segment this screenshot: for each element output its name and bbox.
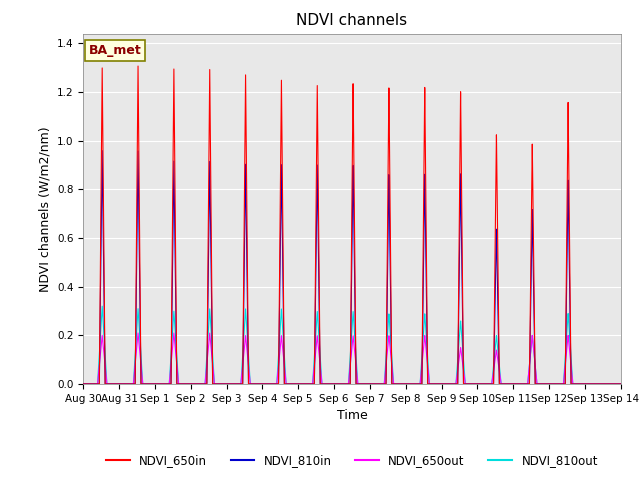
NDVI_810out bbox=[99, 303, 106, 309]
NDVI_810in bbox=[617, 381, 625, 387]
NDVI_650out bbox=[281, 365, 289, 371]
NDVI_650out bbox=[134, 330, 142, 336]
NDVI_650out bbox=[426, 381, 434, 387]
NDVI_810in bbox=[79, 381, 87, 387]
NDVI_810out bbox=[617, 381, 625, 387]
Line: NDVI_650in: NDVI_650in bbox=[83, 66, 621, 384]
NDVI_650in bbox=[195, 381, 202, 387]
NDVI_650out bbox=[617, 381, 625, 387]
NDVI_810in bbox=[195, 381, 202, 387]
NDVI_810out bbox=[195, 381, 202, 387]
Text: BA_met: BA_met bbox=[88, 44, 141, 57]
NDVI_810in bbox=[502, 381, 510, 387]
NDVI_810out bbox=[281, 356, 289, 362]
Line: NDVI_810out: NDVI_810out bbox=[83, 306, 621, 384]
Legend: NDVI_650in, NDVI_810in, NDVI_650out, NDVI_810out: NDVI_650in, NDVI_810in, NDVI_650out, NDV… bbox=[101, 449, 603, 472]
NDVI_650in bbox=[426, 381, 434, 387]
NDVI_810out bbox=[426, 381, 434, 387]
NDVI_810in bbox=[615, 381, 623, 387]
Y-axis label: NDVI channels (W/m2/nm): NDVI channels (W/m2/nm) bbox=[38, 126, 51, 292]
NDVI_810out bbox=[79, 381, 87, 387]
NDVI_810in bbox=[99, 148, 106, 154]
NDVI_810in bbox=[189, 381, 196, 387]
NDVI_650out bbox=[79, 381, 87, 387]
NDVI_650in bbox=[134, 63, 142, 69]
NDVI_810out bbox=[615, 381, 623, 387]
NDVI_810in bbox=[426, 381, 434, 387]
NDVI_650in bbox=[281, 381, 289, 387]
NDVI_810out bbox=[189, 381, 196, 387]
NDVI_650out bbox=[615, 381, 623, 387]
NDVI_650out bbox=[195, 381, 202, 387]
Title: NDVI channels: NDVI channels bbox=[296, 13, 408, 28]
Line: NDVI_650out: NDVI_650out bbox=[83, 333, 621, 384]
NDVI_810out bbox=[502, 381, 510, 387]
NDVI_650in bbox=[617, 381, 625, 387]
NDVI_810in bbox=[281, 381, 289, 387]
NDVI_650out bbox=[189, 381, 196, 387]
NDVI_650in bbox=[615, 381, 623, 387]
NDVI_650in bbox=[189, 381, 196, 387]
NDVI_650out bbox=[502, 381, 510, 387]
X-axis label: Time: Time bbox=[337, 409, 367, 422]
NDVI_650in bbox=[79, 381, 87, 387]
Line: NDVI_810in: NDVI_810in bbox=[83, 151, 621, 384]
NDVI_650in bbox=[502, 381, 510, 387]
